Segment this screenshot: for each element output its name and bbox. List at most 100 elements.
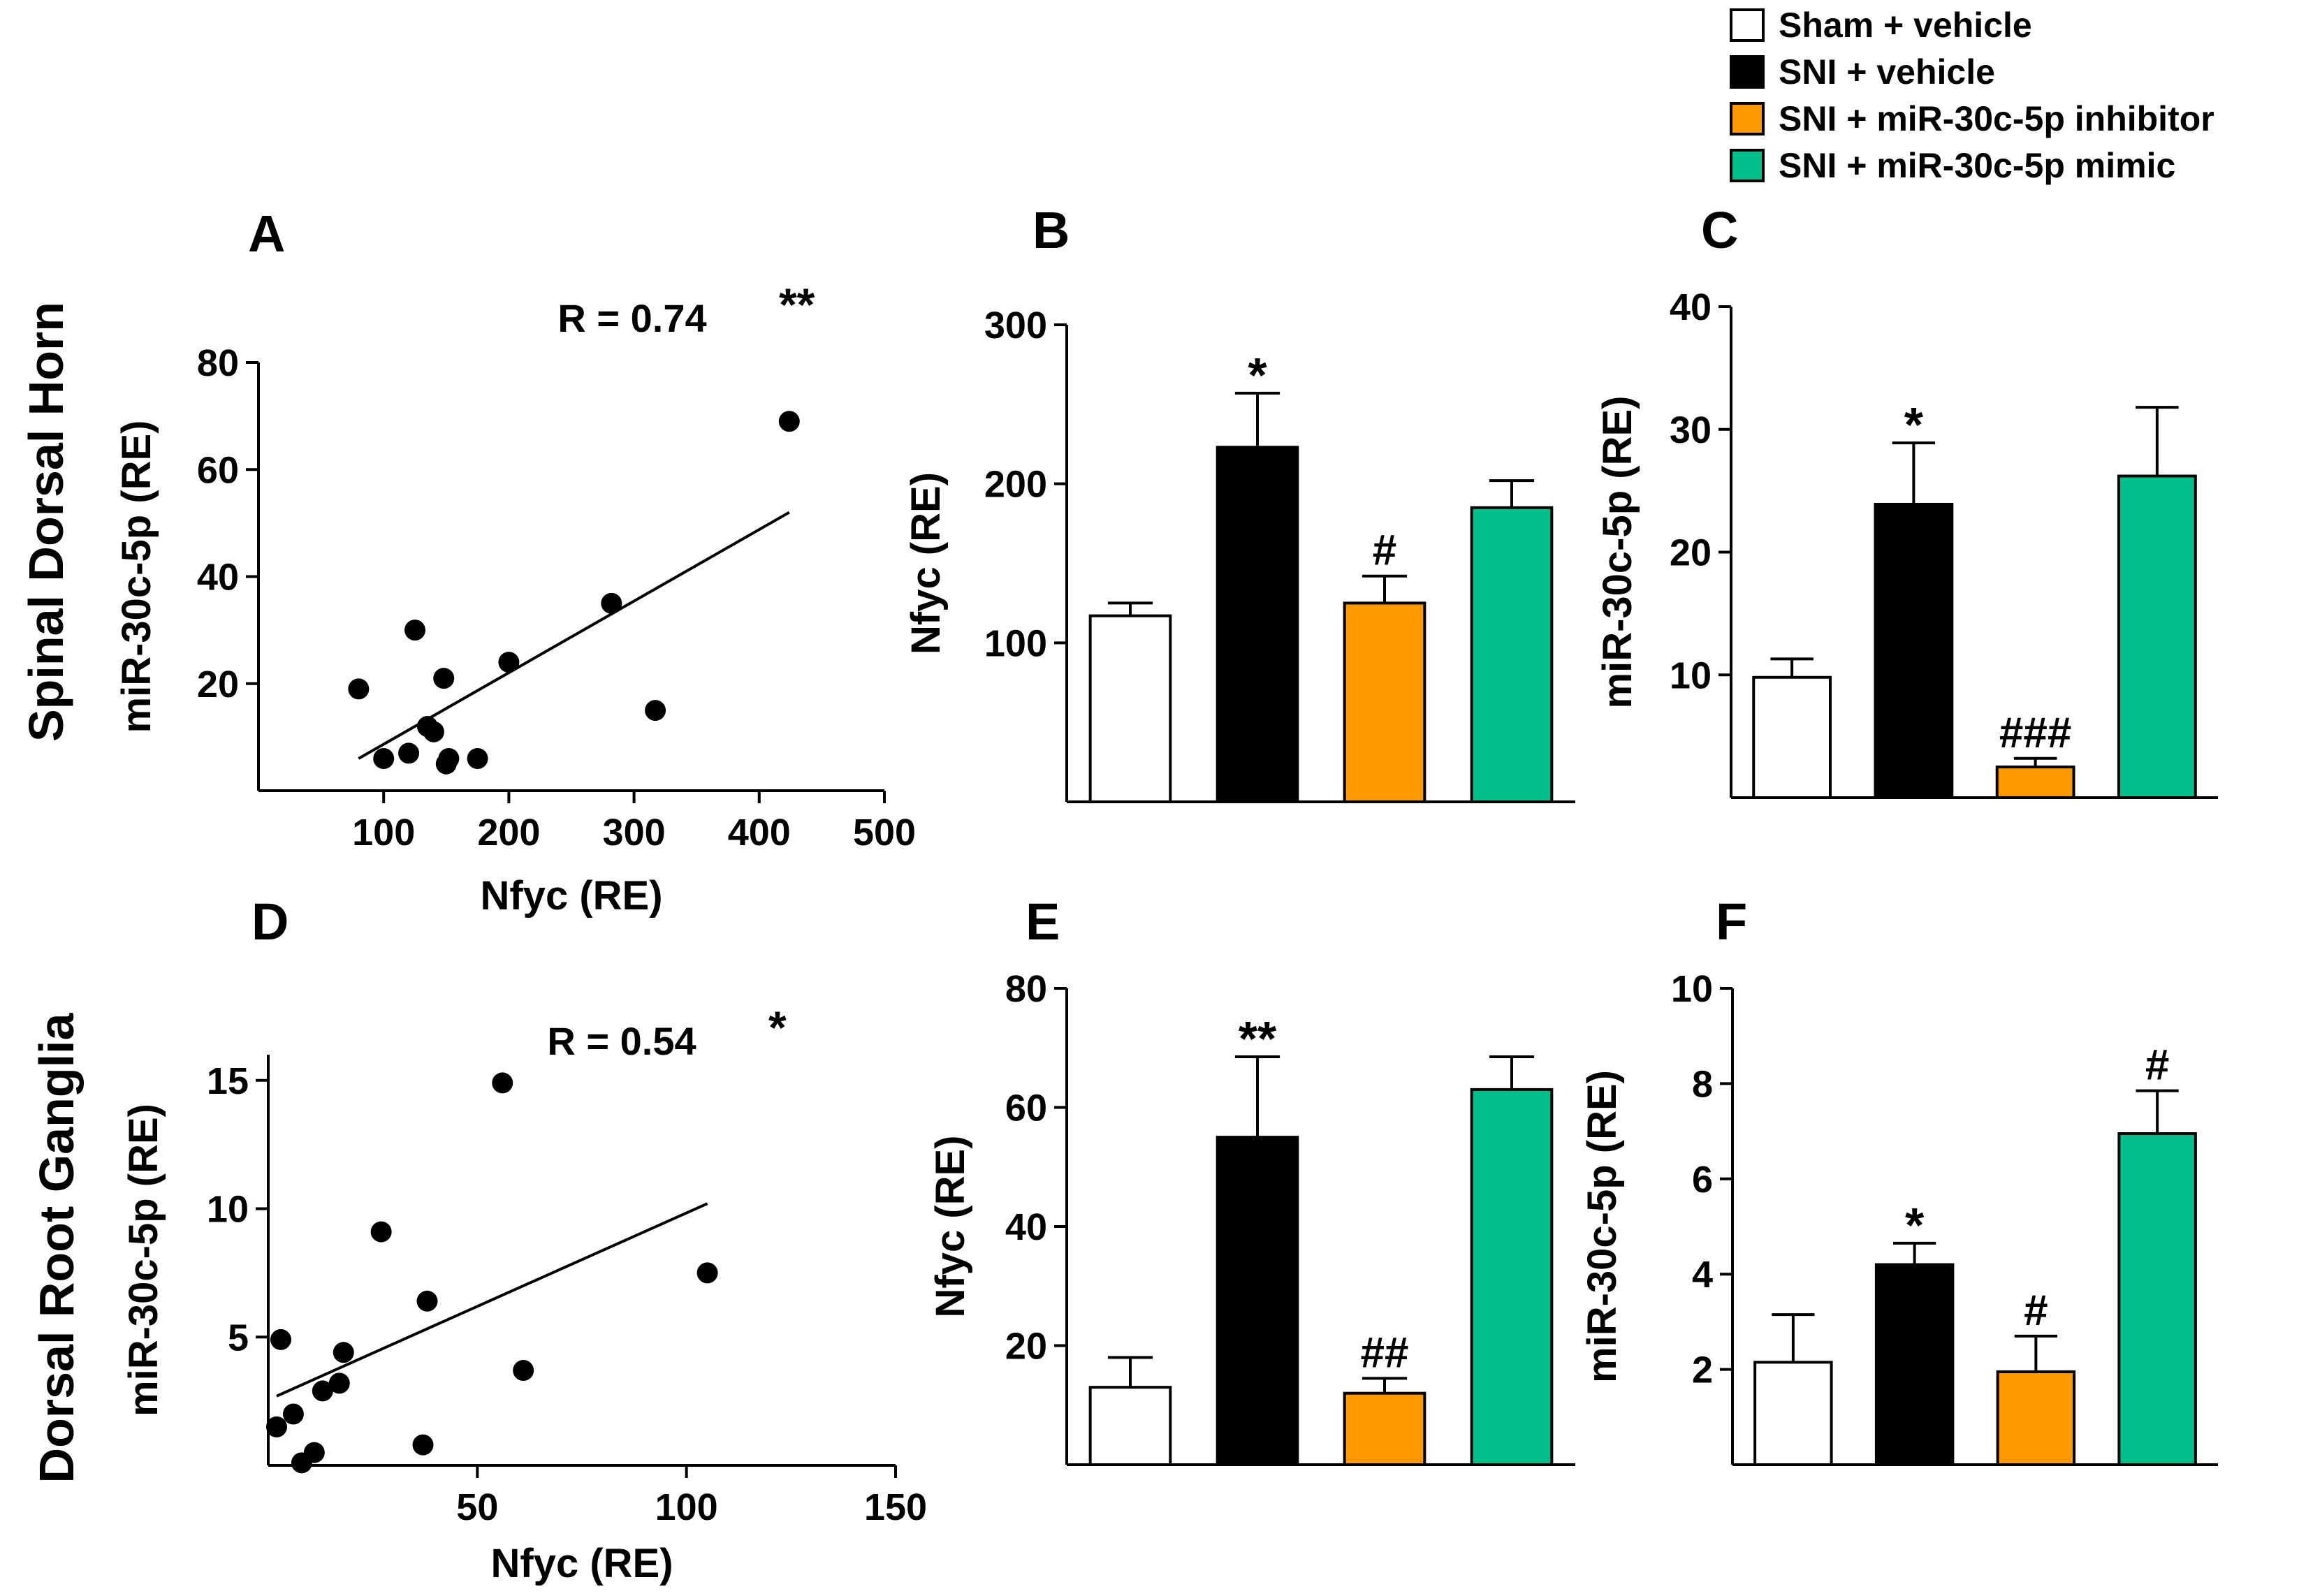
data-point: [492, 1072, 513, 1094]
y-tick-label: 6: [1692, 1159, 1713, 1201]
significance-marker: #: [2024, 1287, 2048, 1335]
bar: [1088, 1386, 1172, 1467]
bar: [1874, 502, 1954, 800]
data-point: [467, 748, 488, 770]
data-point: [282, 1403, 304, 1425]
x-axis-label: Nfyc (RE): [480, 873, 662, 918]
panel-label: B: [1032, 201, 1070, 259]
correlation-significance: **: [779, 279, 815, 330]
y-axis-label: miR-30c-5p (RE): [114, 420, 159, 733]
panel-label: D: [251, 893, 289, 951]
data-point: [696, 1262, 718, 1284]
x-tick-label: 500: [853, 812, 916, 854]
panel-label: F: [1716, 893, 1747, 951]
significance-marker: *: [1905, 1198, 1925, 1252]
x-tick-label: 150: [864, 1486, 927, 1528]
data-point: [498, 652, 520, 673]
y-tick-label: 40: [1005, 1206, 1047, 1248]
panel-f: F 2 4 6 8 10 miR-30c-5p (RE) * # #: [1579, 893, 2218, 1467]
y-axis-label: miR-30c-5p (RE): [1579, 1070, 1625, 1383]
legend-swatch: [1730, 54, 1765, 89]
bar: [1088, 614, 1172, 803]
y-tick-label: 40: [1670, 286, 1712, 328]
data-point: [513, 1360, 534, 1382]
y-tick-label: 2: [1692, 1349, 1713, 1391]
x-tick-label: 200: [477, 812, 540, 854]
y-tick-label: 60: [197, 449, 239, 491]
regression-line: [276, 1202, 708, 1398]
legend-label: SNI + vehicle: [1779, 52, 1995, 91]
significance-marker: *: [1248, 348, 1267, 402]
data-point: [404, 620, 425, 641]
data-point: [373, 748, 395, 770]
y-tick-label: 80: [197, 342, 239, 384]
legend-swatch: [1730, 8, 1765, 42]
y-axis-label: Nfyc (RE): [928, 1135, 973, 1317]
data-point: [423, 721, 444, 742]
significance-marker: #: [1373, 527, 1396, 575]
panel-e: E 20 40 60 80 Nfyc (RE) ** ##: [928, 893, 1575, 1467]
legend-label: SNI + miR-30c-5p mimic: [1779, 145, 2176, 185]
data-point: [265, 1416, 287, 1437]
data-point: [778, 411, 800, 432]
bar: [1996, 1370, 2076, 1467]
y-tick-label: 4: [1692, 1254, 1713, 1296]
data-point: [601, 592, 622, 614]
x-tick-label: 100: [655, 1486, 718, 1528]
x-axis-label: Nfyc (RE): [490, 1541, 673, 1586]
panel-d: D 5 10 15 miR-30c-5p (RE) 50 100 150 Nfyc (RE) R …: [121, 893, 927, 1586]
bar: [2117, 474, 2197, 799]
significance-marker: ###: [1999, 709, 2071, 757]
data-point: [270, 1328, 291, 1350]
x-tick-label: 300: [603, 812, 666, 854]
data-point: [303, 1442, 325, 1463]
bar: [1216, 1136, 1299, 1466]
data-point: [333, 1342, 354, 1363]
bar: [1752, 675, 1832, 800]
y-tick-label: 40: [197, 557, 239, 599]
legend-label: Sham + vehicle: [1779, 5, 2032, 45]
panels: A 20 40 60 80 miR-30c-5p (RE) 100 200 300 400 500 N…: [114, 201, 2218, 1586]
y-tick-label: 60: [1005, 1088, 1047, 1129]
legend-item-sni-inhibitor: SNI + miR-30c-5p inhibitor: [1730, 95, 2214, 142]
y-tick-label: 10: [207, 1189, 249, 1231]
panel-c: C 10 20 30 40 miR-30c-5p (RE) * ###: [1595, 201, 2218, 800]
bar: [1343, 601, 1426, 804]
panel-a: A 20 40 60 80 miR-30c-5p (RE) 100 200 300 400 500 N…: [114, 205, 916, 918]
bar: [1753, 1361, 1833, 1466]
correlation-annotation: R = 0.74: [557, 296, 706, 340]
bar: [1470, 506, 1554, 803]
significance-marker: **: [1239, 1011, 1277, 1066]
bar: [2117, 1132, 2197, 1466]
x-tick-label: 100: [352, 812, 415, 854]
y-tick-label: 200: [984, 464, 1047, 506]
legend-item-sham-vehicle: Sham + vehicle: [1730, 1, 2214, 48]
data-point: [370, 1221, 392, 1243]
y-tick-label: 5: [228, 1317, 249, 1359]
bar: [1343, 1391, 1426, 1466]
legend-swatch: [1730, 101, 1765, 136]
correlation-annotation: R = 0.54: [547, 1019, 696, 1063]
y-tick-label: 20: [197, 664, 239, 705]
data-point: [645, 700, 666, 722]
correlation-significance: *: [768, 1002, 787, 1053]
panel-b: B 100 200 300 Nfyc (RE) * #: [903, 201, 1575, 804]
y-tick-label: 30: [1670, 409, 1712, 451]
y-tick-label: 300: [984, 305, 1047, 346]
bar: [1470, 1088, 1554, 1467]
data-point: [328, 1372, 350, 1394]
panel-label: C: [1701, 201, 1738, 259]
legend-item-sni-mimic: SNI + miR-30c-5p mimic: [1730, 142, 2214, 189]
y-tick-label: 10: [1671, 968, 1713, 1010]
y-tick-label: 20: [1005, 1326, 1047, 1368]
panel-label: A: [248, 205, 285, 263]
y-tick-label: 15: [207, 1060, 249, 1102]
y-tick-label: 10: [1670, 654, 1712, 696]
data-point: [416, 1290, 438, 1312]
legend-label: SNI + miR-30c-5p inhibitor: [1779, 98, 2214, 138]
y-tick-label: 8: [1692, 1063, 1713, 1105]
bar: [1216, 446, 1299, 803]
significance-marker: #: [2145, 1041, 2169, 1090]
legend-item-sni-vehicle: SNI + vehicle: [1730, 48, 2214, 95]
